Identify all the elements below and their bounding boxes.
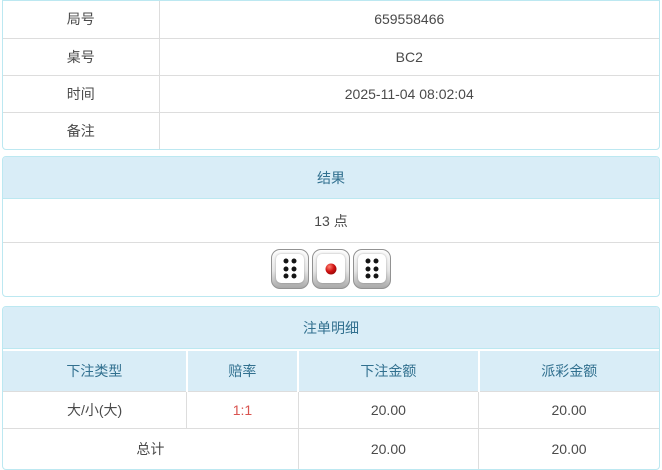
result-panel: 结果 13 点 xyxy=(2,156,660,297)
total-row: 总计 20.00 20.00 xyxy=(3,428,659,469)
round-number-label: 局号 xyxy=(3,1,160,39)
die-6 xyxy=(271,249,309,289)
time-label: 时间 xyxy=(3,75,160,113)
die-pip xyxy=(291,273,297,279)
die-pip xyxy=(373,266,379,271)
bet-row: 大/小(大) 1:1 20.00 20.00 xyxy=(3,391,659,429)
die-6 xyxy=(353,249,391,289)
die-pip xyxy=(283,258,289,264)
payout-amount-cell: 20.00 xyxy=(478,391,659,429)
info-row-remark: 备注 xyxy=(3,112,659,149)
die-face xyxy=(358,254,386,283)
die-pip xyxy=(291,266,297,271)
column-header-bet-type: 下注类型 xyxy=(3,349,187,392)
remark-label: 备注 xyxy=(3,112,160,149)
info-row-round: 局号 659558466 xyxy=(3,1,659,39)
die-pip xyxy=(283,266,289,271)
total-payout-amount-cell: 20.00 xyxy=(478,428,659,469)
result-points: 13 点 xyxy=(3,199,659,243)
bets-panel: 注单明细 下注类型 赔率 下注金额 派彩金额 大/小(大) 1:1 20.00 … xyxy=(2,306,660,470)
die-pip xyxy=(365,273,371,279)
odds-cell: 1:1 xyxy=(186,391,299,429)
column-header-bet-amount: 下注金额 xyxy=(297,349,479,392)
table-number-label: 桌号 xyxy=(3,38,160,76)
column-header-payout-amount: 派彩金额 xyxy=(477,349,659,392)
die-pip xyxy=(283,273,289,279)
time-value: 2025-11-04 08:02:04 xyxy=(159,75,659,113)
game-info-panel: 局号 659558466 桌号 BC2 时间 2025-11-04 08:02:… xyxy=(2,0,660,150)
dice-row xyxy=(3,243,659,296)
bets-header-row: 下注类型 赔率 下注金额 派彩金额 xyxy=(3,349,659,392)
game-info-table: 局号 659558466 桌号 BC2 时间 2025-11-04 08:02:… xyxy=(3,1,659,149)
die-1 xyxy=(312,249,350,289)
table-number-value: BC2 xyxy=(159,38,659,76)
die-pip xyxy=(291,258,297,264)
bets-table: 下注类型 赔率 下注金额 派彩金额 大/小(大) 1:1 20.00 20.00… xyxy=(3,349,659,469)
die-pip xyxy=(373,258,379,264)
total-label-cell: 总计 xyxy=(3,428,299,469)
die-pip xyxy=(365,258,371,264)
bet-type-cell: 大/小(大) xyxy=(66,402,123,418)
die-pip xyxy=(325,263,337,274)
info-row-time: 时间 2025-11-04 08:02:04 xyxy=(3,75,659,113)
remark-value xyxy=(159,112,659,149)
die-face xyxy=(317,254,345,283)
result-panel-title: 结果 xyxy=(3,157,659,199)
die-pip xyxy=(365,266,371,271)
die-pip xyxy=(373,273,379,279)
bets-panel-title: 注单明细 xyxy=(3,307,659,349)
column-header-odds: 赔率 xyxy=(185,349,299,392)
round-number-value: 659558466 xyxy=(159,1,659,39)
die-face xyxy=(276,254,304,283)
bet-amount-cell: 20.00 xyxy=(297,391,479,429)
info-row-table: 桌号 BC2 xyxy=(3,38,659,76)
total-bet-amount-cell: 20.00 xyxy=(297,428,479,469)
